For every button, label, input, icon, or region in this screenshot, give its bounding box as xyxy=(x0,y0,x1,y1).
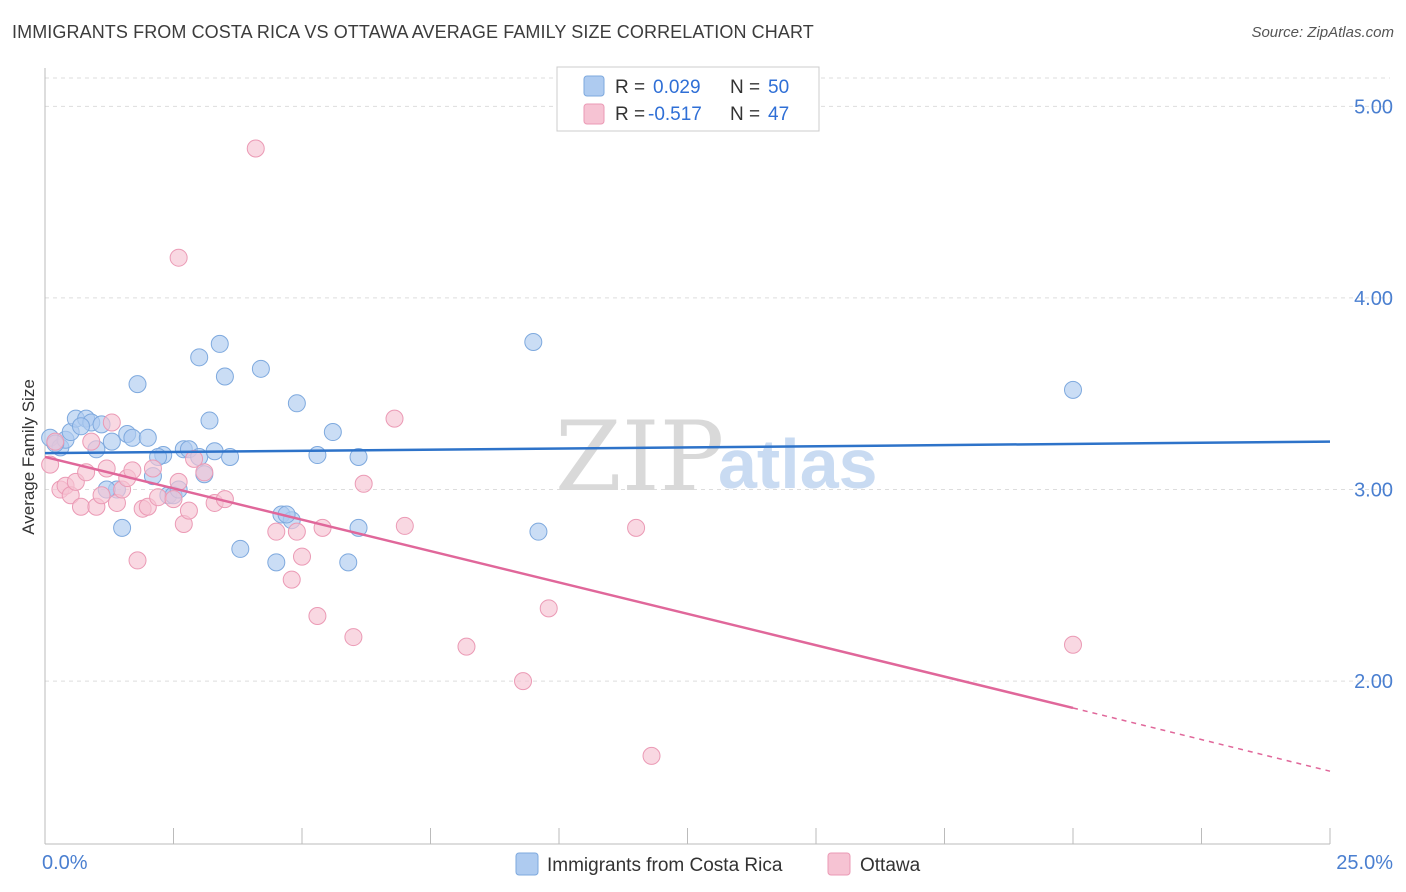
ottawa-point-26 xyxy=(179,501,198,520)
ottawa-point-10 xyxy=(92,486,111,505)
ottawa-point-20 xyxy=(143,459,162,478)
ottawa-point-21 xyxy=(149,488,168,507)
bottom-legend: Immigrants from Costa Rica Ottawa xyxy=(515,852,921,876)
legend-n-value-1: 50 xyxy=(768,77,789,98)
costa-rica-point-38 xyxy=(339,553,358,572)
ottawa-point-47 xyxy=(1064,635,1082,654)
y-tick-label-3: 2.00 xyxy=(1354,671,1393,693)
costa-rica-point-13 xyxy=(123,428,142,447)
legend-swatch-blue xyxy=(583,75,605,97)
legend-n-label-1: N = xyxy=(730,77,760,98)
legend-n-label-2: N = xyxy=(730,104,760,125)
x-ticks xyxy=(44,828,1331,844)
costa-rica-point-24 xyxy=(190,348,209,367)
ottawa-point-39 xyxy=(354,474,373,493)
costa-rica-point-44 xyxy=(71,417,90,436)
ottawa-point-28 xyxy=(195,463,214,482)
legend-box: R = 0.029 N = 50 R = -0.517 N = 47 xyxy=(556,66,820,132)
costa-rica-point-31 xyxy=(251,359,270,378)
y-tick-labels: 5.00 4.00 3.00 2.00 xyxy=(1354,96,1393,693)
ottawa-point-24 xyxy=(169,248,188,267)
legend-r-value-2: -0.517 xyxy=(648,104,702,125)
source-label: Source: ZipAtlas.com xyxy=(1251,24,1394,41)
ottawa-point-44 xyxy=(539,599,558,618)
ottawa-point-40 xyxy=(385,409,404,428)
legend-swatch-pink xyxy=(583,103,605,125)
ottawa-point-35 xyxy=(293,547,311,566)
y-axis-label: Average Family Size xyxy=(19,379,38,535)
ottawa-point-27 xyxy=(185,449,204,468)
bottom-legend-label-blue: Immigrants from Costa Rica xyxy=(547,855,783,876)
ottawa-point-31 xyxy=(246,139,265,158)
ottawa-point-38 xyxy=(344,628,363,647)
costa-rica-point-25 xyxy=(200,411,219,430)
ottawa-point-34 xyxy=(287,522,306,541)
legend-n-value-2: 47 xyxy=(768,104,789,125)
costa-rica-point-37 xyxy=(323,423,342,442)
costa-rica-point-11 xyxy=(113,518,132,537)
series-ottawa-points xyxy=(41,139,1082,765)
costa-rica-point-41 xyxy=(524,332,543,351)
bottom-legend-swatch-blue xyxy=(515,852,539,876)
y-tick-label-0: 5.00 xyxy=(1354,96,1393,118)
ottawa-point-45 xyxy=(627,518,646,537)
bottom-legend-swatch-pink xyxy=(827,852,851,876)
costa-rica-point-14 xyxy=(128,375,147,394)
ottawa-point-1 xyxy=(46,432,65,451)
costa-rica-point-35 xyxy=(287,394,306,413)
grid-lines xyxy=(45,77,1390,682)
trend-lines xyxy=(44,440,1331,772)
ottawa-point-17 xyxy=(128,551,147,570)
ottawa-point-36 xyxy=(308,606,327,625)
ottawa-point-32 xyxy=(267,522,286,541)
legend-r-label-2: R = xyxy=(615,104,645,125)
y-tick-label-1: 4.00 xyxy=(1354,288,1393,310)
legend-r-label-1: R = xyxy=(615,77,645,98)
x-tick-label-min: 0.0% xyxy=(42,852,88,874)
costa-rica-point-43 xyxy=(1064,380,1082,399)
legend-r-value-1: 0.029 xyxy=(653,77,701,98)
ottawa-point-46 xyxy=(642,746,661,765)
costa-rica-point-36 xyxy=(308,446,327,465)
ottawa-point-43 xyxy=(514,672,533,691)
bottom-legend-label-pink: Ottawa xyxy=(860,855,921,876)
ottawa-point-8 xyxy=(82,432,101,451)
costa-rica-point-30 xyxy=(231,539,250,558)
ottawa-trend-line-extension xyxy=(1072,707,1331,772)
watermark-atlas: atlas xyxy=(718,425,878,503)
chart-title: IMMIGRANTS FROM COSTA RICA VS OTTAWA AVE… xyxy=(12,22,814,42)
ottawa-point-41 xyxy=(395,516,414,535)
costa-rica-point-15 xyxy=(138,428,157,447)
costa-rica-point-28 xyxy=(215,367,234,386)
ottawa-point-42 xyxy=(457,637,476,656)
ottawa-point-37 xyxy=(313,518,332,537)
costa-rica-point-32 xyxy=(267,553,286,572)
x-tick-label-max: 25.0% xyxy=(1336,852,1393,874)
ottawa-point-6 xyxy=(71,497,90,516)
ottawa-point-33 xyxy=(282,570,301,589)
ottawa-point-12 xyxy=(102,413,121,432)
costa-rica-point-39 xyxy=(349,447,368,466)
y-tick-label-2: 3.00 xyxy=(1354,480,1393,502)
costa-rica-point-27 xyxy=(210,334,229,353)
costa-rica-trend-line xyxy=(44,440,1331,455)
ottawa-trend-line xyxy=(44,455,1074,710)
ottawa-point-22 xyxy=(164,490,183,509)
watermark-zip: ZIP xyxy=(555,401,724,513)
costa-rica-point-9 xyxy=(102,432,121,451)
costa-rica-point-42 xyxy=(529,522,548,541)
